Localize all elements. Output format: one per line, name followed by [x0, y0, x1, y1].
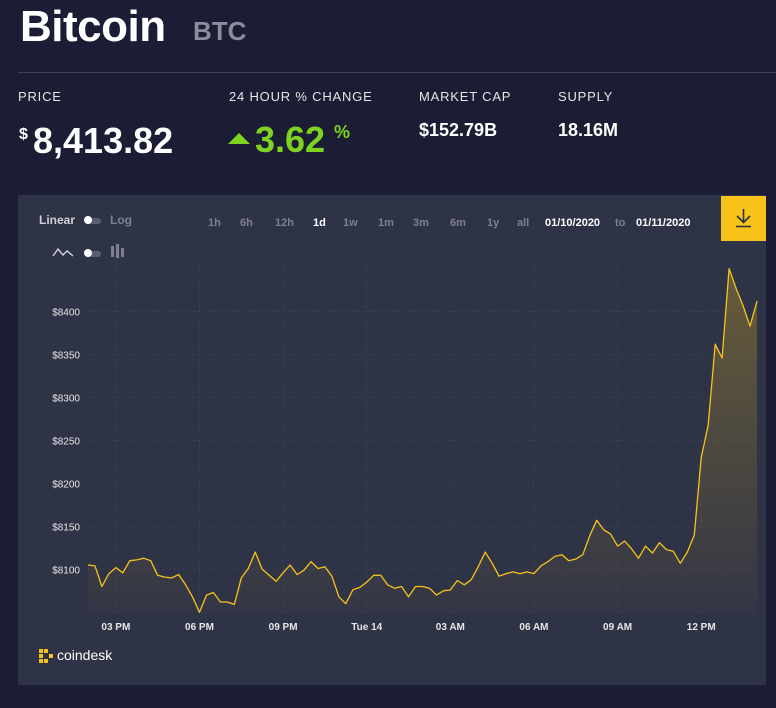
range-1w[interactable]: 1w [343, 217, 358, 229]
change-value: 3.62 [255, 119, 326, 160]
arrow-up-icon [228, 133, 250, 144]
candlestick-icon[interactable] [110, 243, 126, 259]
range-1m[interactable]: 1m [378, 217, 394, 229]
range-all[interactable]: all [517, 217, 530, 229]
date-from[interactable]: 01/10/2020 [545, 217, 601, 229]
y-tick-label: $8100 [52, 565, 80, 576]
price-value: 8,413.82 [33, 120, 174, 161]
scale-linear-option[interactable]: Linear [39, 213, 76, 227]
range-6m[interactable]: 6m [450, 217, 466, 229]
chart-type-toggle[interactable] [84, 249, 101, 257]
download-button[interactable] [721, 196, 766, 241]
y-tick-label: $8350 [52, 351, 80, 362]
range-1y[interactable]: 1y [487, 217, 500, 229]
y-tick-label: $8400 [52, 308, 80, 319]
price-series-line [87, 267, 758, 613]
coindesk-logo-icon [39, 649, 53, 663]
market-cap-label: MARKET CAP [419, 89, 512, 104]
coin-ticker: BTC [193, 16, 247, 46]
price-area-fill [88, 268, 757, 614]
price-label: PRICE [18, 89, 62, 104]
price-currency-symbol: $ [19, 126, 28, 143]
x-tick-label: 03 PM [101, 622, 130, 633]
supply-label: SUPPLY [558, 89, 614, 104]
scale-log-option[interactable]: Log [110, 213, 132, 227]
download-icon [736, 209, 751, 228]
range-3m[interactable]: 3m [413, 217, 429, 229]
coindesk-logo-text: coindesk [57, 647, 113, 663]
range-1d[interactable]: 1d [313, 217, 326, 229]
line-chart-icon[interactable] [52, 246, 74, 258]
date-to[interactable]: 01/11/2020 [636, 217, 691, 229]
x-tick-label: 12 PM [687, 622, 716, 633]
x-tick-label: 06 PM [185, 622, 214, 633]
x-tick-label: 06 AM [519, 622, 548, 633]
x-tick-label: 09 PM [269, 622, 298, 633]
date-to-label: to [615, 217, 626, 229]
range-12h[interactable]: 12h [275, 217, 294, 229]
y-tick-label: $8200 [52, 479, 80, 490]
y-tick-label: $8300 [52, 393, 80, 404]
header-divider [18, 72, 776, 73]
change-unit: % [334, 122, 351, 142]
y-tick-label: $8150 [52, 522, 80, 533]
range-6h[interactable]: 6h [240, 217, 253, 229]
x-tick-label: 03 AM [436, 622, 465, 633]
range-1h[interactable]: 1h [208, 217, 221, 229]
x-tick-label: Tue 14 [351, 622, 382, 633]
supply-value: 18.16M [558, 120, 619, 140]
market-cap-value: $152.79B [419, 120, 498, 140]
coin-title: Bitcoin [20, 2, 166, 51]
y-tick-label: $8250 [52, 436, 80, 447]
change-label: 24 HOUR % CHANGE [229, 89, 373, 104]
x-tick-label: 09 AM [603, 622, 632, 633]
scale-toggle[interactable] [84, 216, 101, 224]
